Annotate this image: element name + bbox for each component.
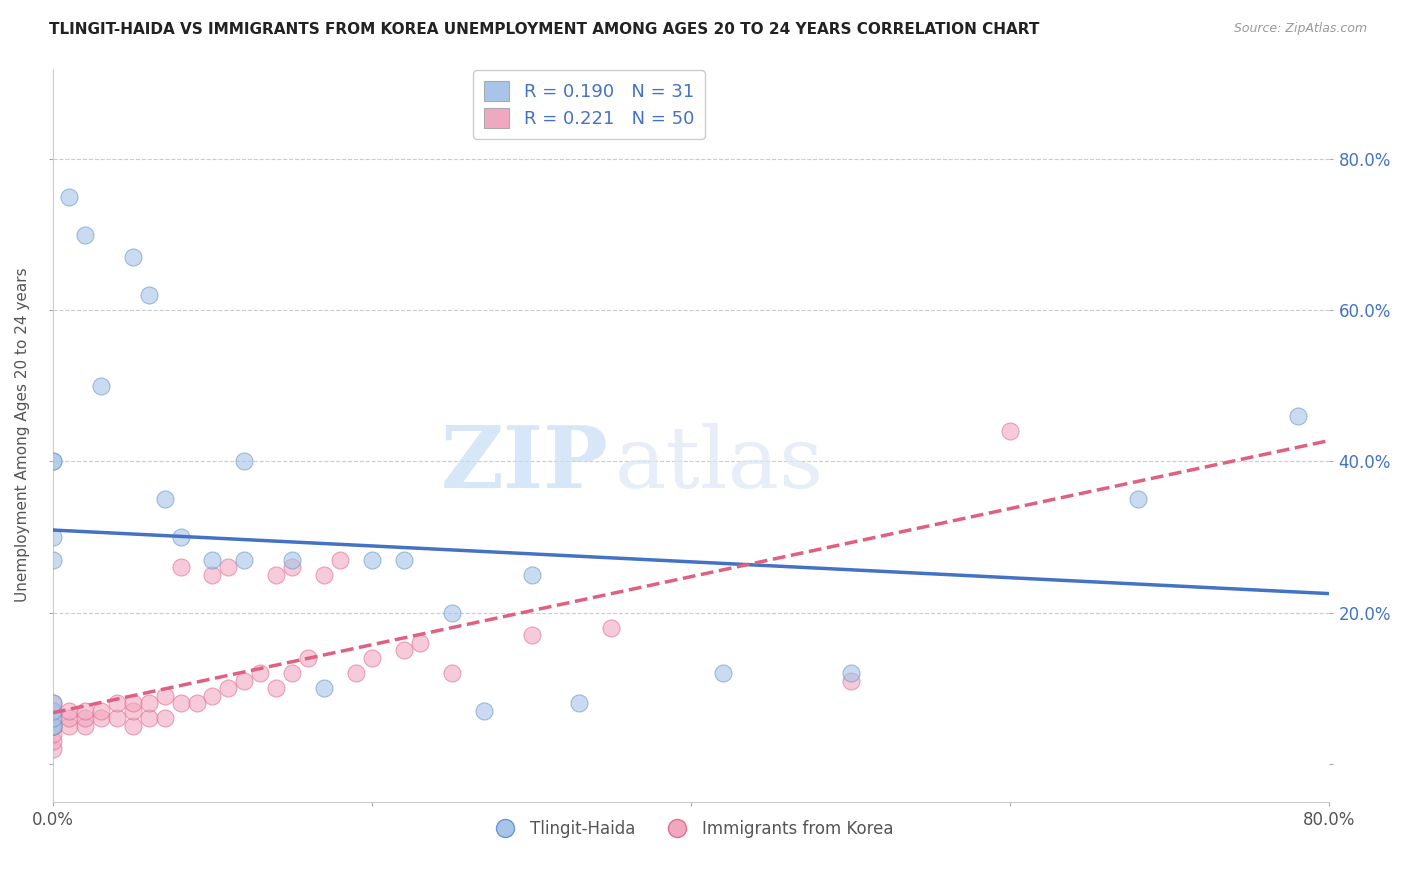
Point: [58, 711, 80, 725]
Point: [201, 567, 224, 582]
Point: [42, 719, 65, 733]
Text: Source: ZipAtlas.com: Source: ZipAtlas.com: [1233, 22, 1367, 36]
Y-axis label: Unemployment Among Ages 20 to 24 years: Unemployment Among Ages 20 to 24 years: [15, 268, 30, 602]
Text: atlas: atlas: [614, 423, 824, 506]
Point: [233, 454, 256, 468]
Point: [839, 666, 862, 681]
Point: [73, 227, 96, 242]
Point: [711, 666, 734, 681]
Point: [121, 696, 143, 710]
Point: [42, 719, 65, 733]
Point: [314, 681, 336, 696]
Point: [266, 681, 288, 696]
Point: [201, 553, 224, 567]
Point: [42, 553, 65, 567]
Point: [169, 560, 191, 574]
Point: [121, 704, 143, 718]
Point: [233, 553, 256, 567]
Point: [839, 673, 862, 688]
Point: [568, 696, 591, 710]
Text: TLINGIT-HAIDA VS IMMIGRANTS FROM KOREA UNEMPLOYMENT AMONG AGES 20 TO 24 YEARS CO: TLINGIT-HAIDA VS IMMIGRANTS FROM KOREA U…: [49, 22, 1039, 37]
Point: [1126, 492, 1149, 507]
Point: [201, 689, 224, 703]
Point: [600, 621, 623, 635]
Point: [281, 666, 304, 681]
Point: [42, 704, 65, 718]
Point: [42, 741, 65, 756]
Point: [392, 643, 415, 657]
Point: [73, 704, 96, 718]
Point: [90, 704, 112, 718]
Point: [42, 726, 65, 740]
Point: [42, 719, 65, 733]
Point: [105, 696, 128, 710]
Point: [42, 719, 65, 733]
Point: [186, 696, 208, 710]
Point: [169, 530, 191, 544]
Point: [42, 454, 65, 468]
Point: [138, 696, 160, 710]
Point: [169, 696, 191, 710]
Point: [42, 696, 65, 710]
Point: [42, 711, 65, 725]
Point: [392, 553, 415, 567]
Point: [409, 636, 432, 650]
Point: [217, 560, 239, 574]
Point: [361, 651, 384, 665]
Point: [42, 734, 65, 748]
Point: [138, 711, 160, 725]
Point: [42, 454, 65, 468]
Point: [58, 190, 80, 204]
Point: [440, 666, 463, 681]
Point: [1286, 409, 1309, 424]
Point: [520, 628, 543, 642]
Point: [440, 606, 463, 620]
Point: [73, 711, 96, 725]
Point: [138, 288, 160, 302]
Point: [42, 704, 65, 718]
Legend: Tlingit-Haida, Immigrants from Korea: Tlingit-Haida, Immigrants from Korea: [482, 814, 900, 845]
Point: [153, 711, 176, 725]
Point: [520, 567, 543, 582]
Point: [58, 719, 80, 733]
Point: [329, 553, 352, 567]
Point: [233, 673, 256, 688]
Point: [42, 530, 65, 544]
Point: [281, 560, 304, 574]
Point: [344, 666, 367, 681]
Point: [90, 711, 112, 725]
Point: [281, 553, 304, 567]
Point: [1000, 424, 1022, 438]
Point: [121, 251, 143, 265]
Point: [297, 651, 319, 665]
Point: [58, 704, 80, 718]
Point: [217, 681, 239, 696]
Point: [266, 567, 288, 582]
Point: [153, 689, 176, 703]
Point: [42, 711, 65, 725]
Text: ZIP: ZIP: [440, 423, 609, 507]
Point: [105, 711, 128, 725]
Point: [361, 553, 384, 567]
Point: [73, 719, 96, 733]
Point: [121, 719, 143, 733]
Point: [249, 666, 271, 681]
Point: [314, 567, 336, 582]
Point: [90, 379, 112, 393]
Point: [42, 696, 65, 710]
Point: [153, 492, 176, 507]
Point: [472, 704, 495, 718]
